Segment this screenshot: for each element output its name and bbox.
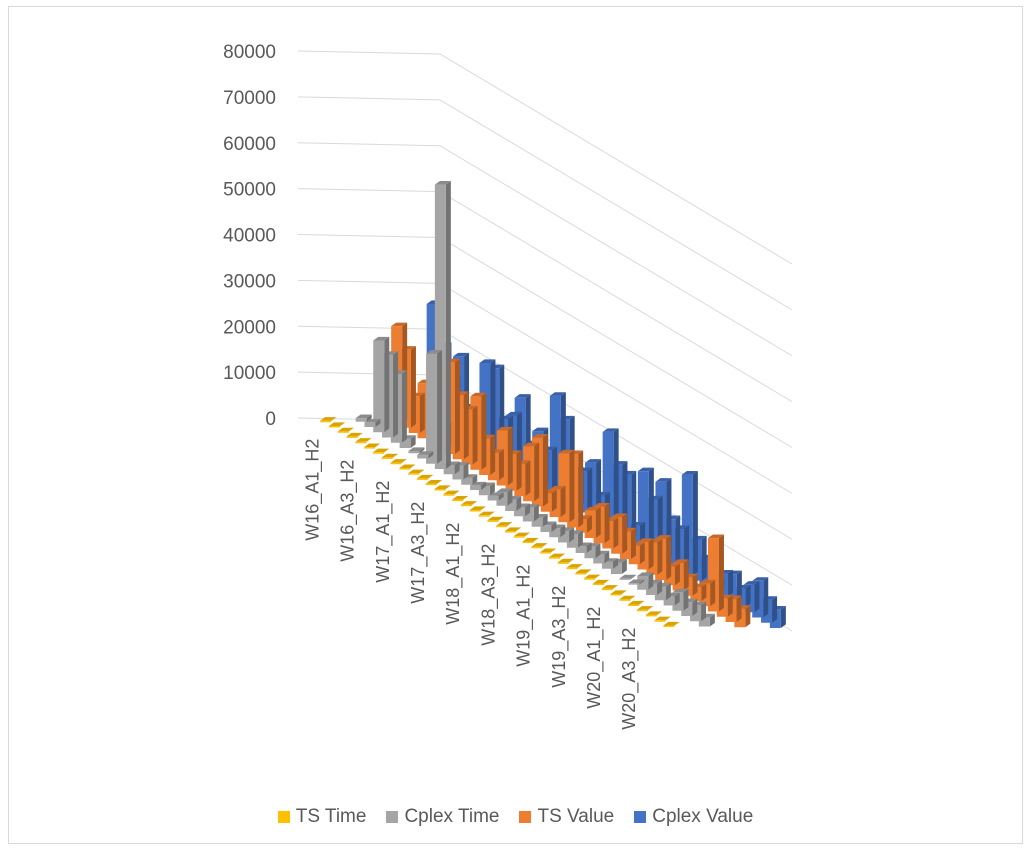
y-tick-label: 30000 bbox=[223, 271, 276, 292]
gridline bbox=[297, 50, 793, 265]
bar-cplex-time bbox=[417, 451, 434, 459]
bar-ts-time bbox=[469, 506, 486, 512]
legend-item: TS Value bbox=[519, 806, 614, 828]
bar-ts-time bbox=[460, 501, 477, 507]
y-tick-label: 60000 bbox=[223, 134, 276, 155]
y-axis-tick-labels: 0 10000 20000 30000 40000 50000 60000 70000 8000… bbox=[223, 42, 276, 430]
bar-ts-time bbox=[443, 490, 460, 496]
y-tick-label: 10000 bbox=[223, 363, 276, 384]
bar-ts-time bbox=[425, 480, 442, 486]
bar-ts-time bbox=[628, 600, 645, 607]
gridline bbox=[297, 96, 793, 311]
bar-ts-value bbox=[707, 534, 724, 612]
x-tick-label: W19_A1_H2 bbox=[514, 565, 535, 667]
bar-ts-time bbox=[390, 459, 407, 465]
bar-ts-time bbox=[557, 558, 574, 564]
bar-ts-time bbox=[381, 453, 398, 459]
legend-item: TS Time bbox=[277, 806, 367, 828]
bar-ts-time bbox=[601, 585, 618, 591]
bar-ts-time bbox=[328, 422, 345, 428]
bar-ts-time bbox=[575, 569, 592, 575]
bar-ts-time bbox=[592, 579, 609, 586]
bar-ts-time bbox=[399, 464, 416, 470]
y-tick-label: 80000 bbox=[223, 42, 276, 63]
bar-ts-time bbox=[584, 574, 601, 580]
gridline bbox=[297, 234, 793, 448]
legend-label: Cplex Time bbox=[404, 806, 500, 827]
bar-ts-time bbox=[566, 564, 583, 570]
x-tick-label: W16_A3_H2 bbox=[338, 460, 359, 562]
bar-ts-time bbox=[636, 606, 653, 612]
bar-ts-time bbox=[452, 495, 469, 502]
y-tick-label: 20000 bbox=[223, 317, 276, 338]
bar-ts-time bbox=[364, 443, 381, 449]
bar-cplex-value bbox=[637, 467, 654, 550]
bar-ts-time bbox=[540, 548, 557, 554]
y-tick-label: 70000 bbox=[223, 88, 276, 109]
bar-ts-time bbox=[548, 553, 565, 559]
x-tick-label: W16_A1_H2 bbox=[302, 439, 323, 541]
bar-cplex-time bbox=[496, 488, 513, 506]
y-tick-label: 50000 bbox=[223, 180, 276, 201]
bar-cplex-time bbox=[619, 574, 636, 580]
bar-cplex-time bbox=[637, 572, 654, 590]
x-tick-label: W17_A3_H2 bbox=[408, 502, 429, 604]
bar-ts-time bbox=[416, 474, 433, 480]
bar-ts-time bbox=[496, 522, 513, 528]
bar-ts-time bbox=[408, 469, 425, 475]
legend-swatch bbox=[519, 811, 532, 823]
bar-ts-time bbox=[487, 516, 504, 522]
bar-cplex-time bbox=[426, 350, 443, 464]
bar-cplex-time bbox=[593, 550, 610, 564]
bar-cplex-value bbox=[681, 470, 698, 576]
bar-ts-time bbox=[619, 595, 636, 601]
x-tick-label: W18_A1_H2 bbox=[443, 523, 464, 625]
legend-label: TS Value bbox=[537, 806, 615, 827]
legend: TS Time Cplex Time TS Value Cplex Value bbox=[0, 806, 1031, 828]
x-tick-label: W18_A3_H2 bbox=[478, 544, 499, 646]
x-tick-label: W17_A1_H2 bbox=[373, 481, 394, 583]
bar-ts-time bbox=[531, 543, 548, 549]
bar-ts-time bbox=[320, 417, 337, 423]
bar-ts-time bbox=[346, 432, 363, 438]
y-tick-label: 0 bbox=[265, 409, 276, 430]
x-tick-label: W20_A1_H2 bbox=[584, 607, 605, 709]
bar-marks bbox=[320, 180, 786, 628]
x-tick-label: W19_A3_H2 bbox=[549, 586, 570, 688]
bar-cplex-value bbox=[602, 428, 619, 529]
bar-cplex-time bbox=[355, 414, 372, 422]
legend-swatch bbox=[277, 811, 290, 823]
legend-label: Cplex Value bbox=[652, 806, 754, 827]
bar-ts-time bbox=[504, 527, 521, 533]
gridline bbox=[297, 188, 793, 403]
x-axis-tick-labels: W16_A1_H2 W16_A3_H2 W17_A1_H2 W17_A3_H2 W18_… bbox=[302, 439, 640, 730]
bar-ts-time bbox=[663, 621, 680, 627]
legend-swatch bbox=[634, 811, 647, 823]
bar-ts-time bbox=[478, 511, 495, 517]
legend-label: TS Time bbox=[295, 806, 367, 827]
bar-ts-time bbox=[372, 448, 389, 454]
bar-cplex-time bbox=[434, 180, 451, 469]
bar-cplex-time bbox=[373, 336, 390, 433]
gridline bbox=[297, 142, 793, 357]
bar-ts-time bbox=[513, 532, 530, 538]
y-tick-label: 40000 bbox=[223, 226, 276, 247]
x-tick-label: W20_A3_H2 bbox=[619, 628, 640, 730]
bar-ts-time bbox=[522, 537, 539, 543]
legend-item: Cplex Value bbox=[634, 806, 753, 828]
bar-ts-time bbox=[337, 427, 354, 433]
legend-item: Cplex Time bbox=[386, 806, 499, 828]
bar-cplex-time bbox=[628, 579, 645, 585]
bar-ts-time bbox=[645, 611, 662, 617]
bar-ts-time bbox=[654, 616, 671, 622]
bar-cplex-time bbox=[408, 447, 425, 454]
bar-ts-time bbox=[355, 438, 372, 444]
bar-ts-time bbox=[434, 485, 451, 491]
legend-swatch bbox=[386, 811, 399, 823]
bar-ts-time bbox=[610, 590, 627, 596]
